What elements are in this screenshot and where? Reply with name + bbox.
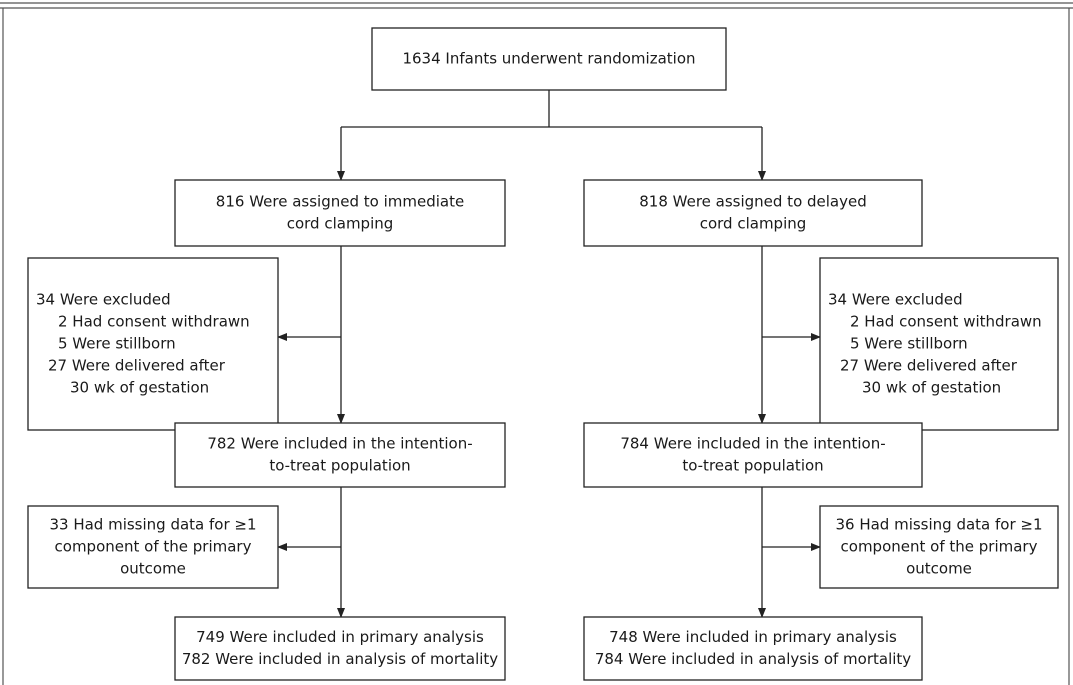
node-text: 34 Were excluded (828, 291, 963, 309)
node-box (583, 616, 923, 681)
node-box (174, 616, 506, 681)
node-text: 5 Were stillborn (58, 335, 176, 353)
node-text: 33 Had missing data for ≥1 (49, 516, 256, 534)
node: 34 Were excluded 2 Had consent withdrawn 5… (819, 257, 1059, 431)
node-text: cord clamping (700, 215, 807, 233)
node-box (174, 422, 506, 488)
node-text: cord clamping (287, 215, 394, 233)
node-text: 34 Were excluded (36, 291, 171, 309)
node-text: 1634 Infants underwent randomization (402, 50, 695, 68)
node: 1634 Infants underwent randomization (371, 27, 727, 91)
node-box (27, 505, 279, 589)
node-text: component of the primary (55, 538, 252, 556)
node-text: 2 Had consent withdrawn (58, 313, 250, 331)
node-text: component of the primary (841, 538, 1038, 556)
node-text: outcome (906, 560, 972, 578)
node-box (583, 179, 923, 247)
node: 816 Were assigned to immediate cord clamp… (174, 179, 506, 247)
node-box (819, 257, 1059, 431)
node-text: 27 Were delivered after (48, 357, 226, 375)
node-text: 30 wk of gestation (862, 379, 1001, 397)
node-text: outcome (120, 560, 186, 578)
node: 782 Were included in the intention-to-tr… (174, 422, 506, 488)
node-text: 748 Were included in primary analysis (609, 628, 897, 646)
node-text: 2 Had consent withdrawn (850, 313, 1042, 331)
node: 36 Had missing data for ≥1 component of t… (819, 505, 1059, 589)
node-text: 36 Had missing data for ≥1 (835, 516, 1042, 534)
node-text: 27 Were delivered after (840, 357, 1018, 375)
node-box (583, 422, 923, 488)
node-text: 784 Were included in the intention- (620, 435, 885, 453)
node-text: 30 wk of gestation (70, 379, 209, 397)
node-text: 782 Were included in analysis of mortali… (182, 650, 498, 668)
node-text: 818 Were assigned to delayed (639, 193, 867, 211)
node-text: 749 Were included in primary analysis (196, 628, 484, 646)
node-text: 784 Were included in analysis of mortali… (595, 650, 911, 668)
node-box (27, 257, 279, 431)
node-text: 5 Were stillborn (850, 335, 968, 353)
node-box (371, 27, 727, 91)
node: 749 Were included in primary analysis 782… (174, 616, 506, 681)
node: 34 Were excluded 2 Had consent withdrawn 5… (27, 257, 279, 431)
node-box (819, 505, 1059, 589)
node-text: to-treat population (682, 457, 823, 475)
node-text: to-treat population (269, 457, 410, 475)
connectors (277, 90, 821, 618)
node-text: 816 Were assigned to immediate (216, 193, 464, 211)
node-box (174, 179, 506, 247)
node: 784 Were included in the intention-to-tr… (583, 422, 923, 488)
node: 748 Were included in primary analysis 784… (583, 616, 923, 681)
node: 818 Were assigned to delayed cord clampin… (583, 179, 923, 247)
node: 33 Had missing data for ≥1 component of t… (27, 505, 279, 589)
node-text: 782 Were included in the intention- (207, 435, 472, 453)
